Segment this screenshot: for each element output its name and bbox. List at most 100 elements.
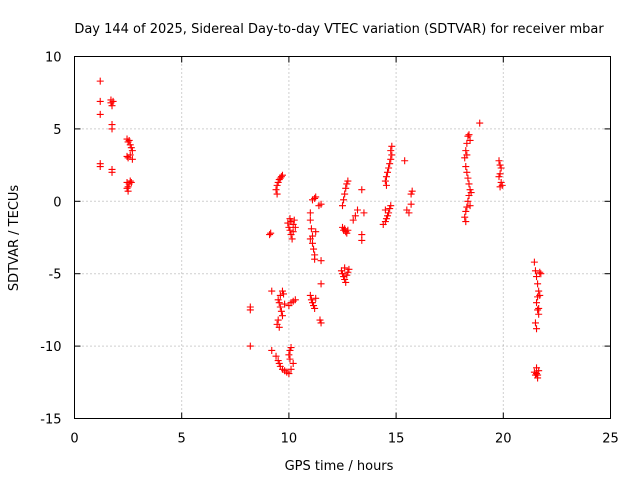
data-point — [308, 196, 316, 204]
data-point — [405, 209, 413, 217]
data-point — [497, 178, 505, 186]
data-point — [273, 181, 281, 189]
data-point — [388, 142, 396, 150]
data-points — [96, 77, 545, 382]
data-point — [126, 177, 134, 185]
data-point — [317, 280, 325, 288]
data-point — [278, 171, 286, 179]
data-point — [310, 245, 318, 253]
data-point — [386, 205, 394, 213]
data-point — [267, 229, 275, 237]
data-point — [343, 229, 351, 237]
data-point — [286, 226, 294, 234]
data-point — [342, 184, 350, 192]
data-point — [384, 168, 392, 176]
data-point — [536, 291, 544, 299]
data-point — [291, 223, 299, 231]
data-point — [280, 290, 288, 298]
data-point — [272, 352, 280, 360]
data-point — [386, 160, 394, 168]
data-point — [340, 196, 348, 204]
data-point — [358, 236, 366, 244]
data-point — [387, 202, 395, 210]
data-point — [349, 216, 357, 224]
y-tick-label: -10 — [40, 340, 61, 355]
y-tick-label: 10 — [45, 51, 62, 66]
data-point — [464, 132, 472, 140]
data-point — [496, 161, 504, 169]
data-point — [316, 316, 324, 324]
data-point — [381, 206, 389, 214]
data-point — [344, 268, 352, 276]
data-point — [308, 299, 316, 307]
data-point — [274, 178, 282, 186]
data-point — [123, 184, 131, 192]
data-point — [317, 319, 325, 327]
data-point — [311, 255, 319, 263]
data-point — [382, 173, 390, 181]
data-point — [462, 163, 470, 171]
data-point — [268, 346, 276, 354]
data-point — [246, 306, 254, 314]
x-tick-label: 10 — [281, 432, 298, 447]
y-tick-labels: -15 -10 -5 0 5 10 — [40, 51, 61, 428]
data-point — [344, 177, 352, 185]
data-point — [344, 226, 352, 234]
data-point — [387, 155, 395, 163]
data-point — [274, 316, 282, 324]
x-tick-label: 25 — [602, 432, 619, 447]
data-point — [408, 187, 416, 195]
data-point — [307, 225, 315, 233]
data-point — [287, 344, 295, 352]
data-point — [351, 212, 359, 220]
x-tick-label: 0 — [70, 432, 78, 447]
data-point — [289, 359, 297, 367]
data-point — [339, 270, 346, 278]
data-point — [108, 102, 116, 110]
data-point — [317, 257, 325, 265]
data-point — [276, 303, 284, 311]
data-point — [533, 325, 541, 333]
data-point — [312, 294, 320, 302]
data-point — [463, 168, 471, 176]
data-point — [533, 299, 541, 307]
data-point — [273, 190, 281, 198]
data-point — [497, 164, 505, 172]
data-point — [290, 216, 298, 224]
data-point — [286, 215, 294, 223]
data-point — [407, 190, 415, 198]
data-point — [340, 273, 348, 281]
data-point — [339, 202, 346, 210]
data-point — [464, 197, 472, 205]
data-point — [128, 155, 136, 163]
data-point — [306, 235, 314, 243]
x-tick-labels: 0 5 10 15 20 25 — [70, 432, 618, 447]
data-point — [465, 131, 473, 139]
data-point — [381, 218, 389, 226]
data-point — [358, 186, 366, 194]
data-point — [311, 304, 319, 312]
data-point — [274, 357, 282, 365]
data-point — [461, 213, 469, 221]
x-tick-label: 15 — [388, 432, 405, 447]
data-point — [278, 312, 286, 320]
data-point — [124, 187, 132, 195]
data-point — [285, 351, 293, 359]
data-point — [281, 300, 289, 308]
data-point — [385, 209, 393, 217]
data-point — [272, 186, 280, 194]
y-axis-label: SDTVAR / TECUs — [7, 185, 22, 292]
data-point — [291, 296, 299, 304]
data-point — [306, 291, 314, 299]
data-point — [407, 200, 415, 208]
data-point — [531, 319, 539, 327]
data-point — [401, 157, 409, 165]
data-point — [341, 190, 349, 198]
data-point — [288, 235, 296, 243]
data-point — [96, 97, 104, 105]
data-point — [535, 304, 543, 312]
data-point — [496, 170, 504, 178]
data-point — [462, 218, 470, 226]
data-point — [341, 275, 349, 283]
